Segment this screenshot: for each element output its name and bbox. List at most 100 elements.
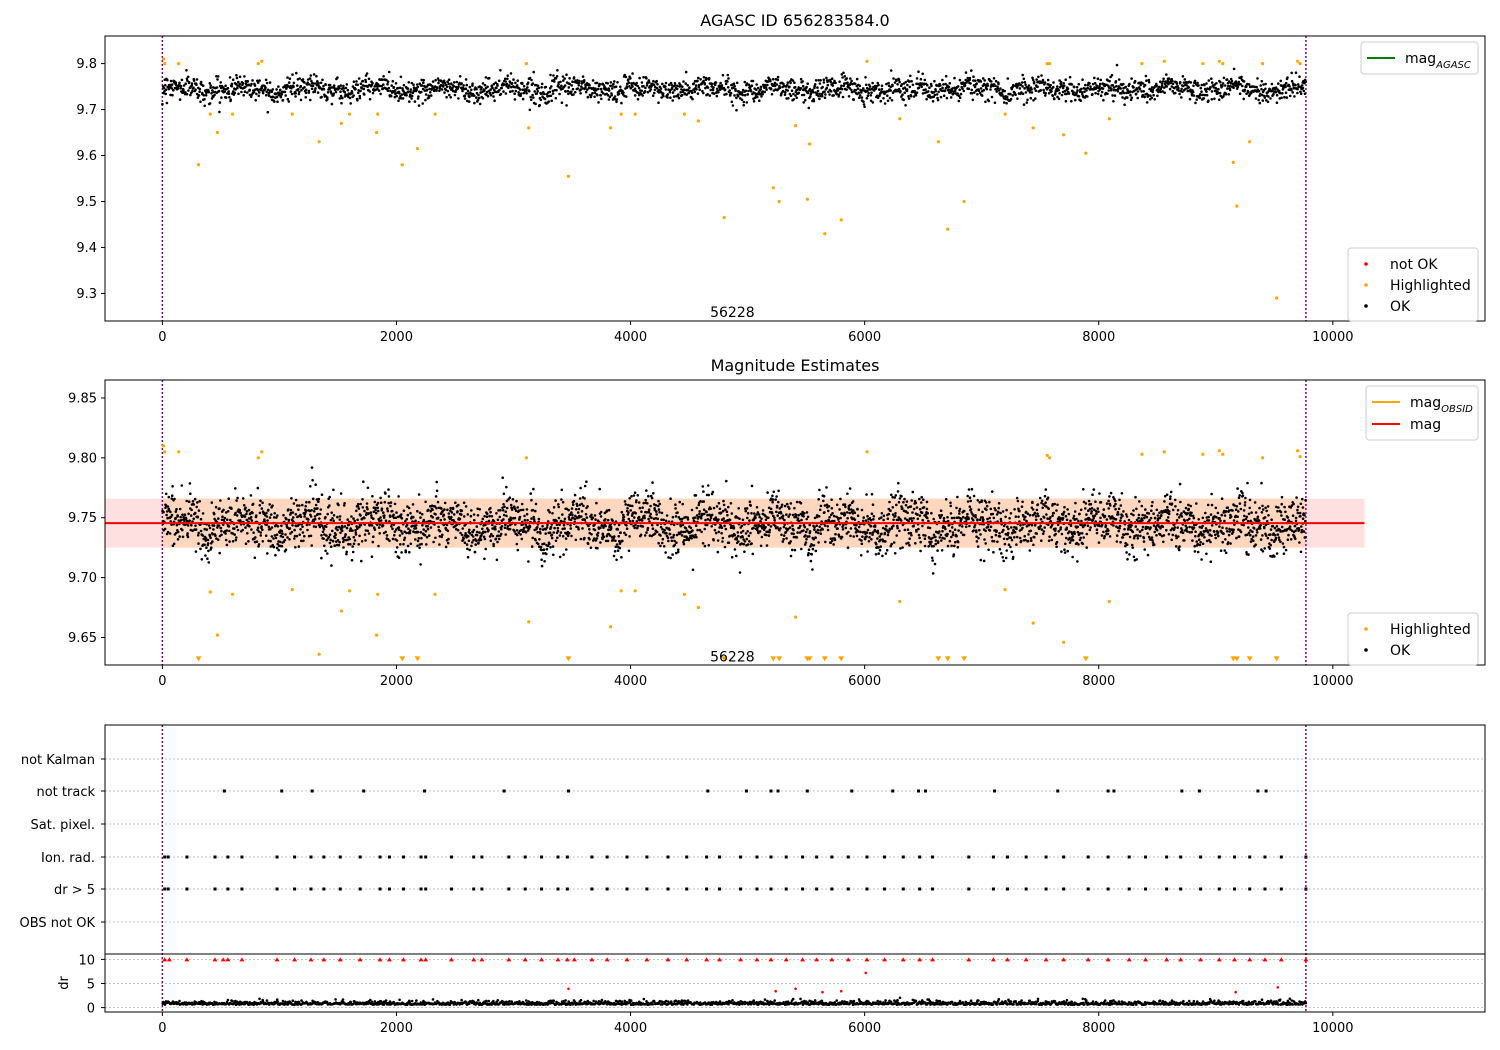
panel2-ok-point: [788, 513, 792, 516]
panel1-ok-point: [1242, 80, 1246, 83]
panel2-ok-point: [546, 520, 550, 523]
panel1-ok-point: [735, 108, 738, 112]
panel2-ok-point: [508, 527, 512, 531]
panel2-ok-point: [405, 517, 409, 521]
panel2-ok-point: [785, 513, 788, 516]
panel1-ok-point: [997, 82, 1000, 86]
panel1-ok-point: [1044, 94, 1047, 97]
panel1-ok-point: [825, 86, 829, 90]
panel2-ok-point: [353, 539, 357, 542]
panel2-ok-point: [228, 529, 231, 533]
panel1-ok-point: [552, 74, 555, 77]
panel2-ok-point: [238, 508, 242, 512]
panel1-ok-point: [1183, 78, 1187, 81]
panel2-ok-point: [721, 509, 725, 513]
panel2-ok-point: [720, 531, 723, 535]
panel2-ok-point: [241, 497, 245, 500]
panel2-ok-point: [372, 517, 375, 520]
panel2-ok-point: [247, 540, 250, 543]
panel1-ok-point: [464, 87, 468, 90]
panel1-ok-point: [840, 87, 844, 91]
panel1-highlight-point: [260, 59, 264, 63]
panel1-ok-point: [346, 88, 350, 92]
panel1-ok-point: [532, 96, 535, 99]
panel2-ok-point: [260, 507, 264, 510]
panel1-ok-point: [572, 93, 575, 96]
panel2-ok-point: [211, 540, 214, 543]
panel1-ok-point: [434, 78, 437, 82]
panel1-ok-point: [1254, 97, 1258, 100]
panel2-ok-point: [637, 501, 641, 504]
panel1-ok-point: [1290, 71, 1293, 75]
panel1-ok-point: [929, 96, 932, 99]
panel2-ok-point: [496, 540, 499, 544]
panel1-ok-point: [1229, 81, 1233, 85]
panel1-ok-point: [514, 89, 518, 93]
panel2-ok-point: [379, 501, 383, 505]
panel1-ok-point: [969, 82, 972, 85]
panel1-ok-point: [731, 104, 735, 107]
panel2-ok-point: [355, 525, 358, 528]
panel2-ok-point: [676, 550, 680, 554]
panel2-ok-point: [776, 514, 779, 517]
panel1-ok-point: [244, 85, 247, 89]
panel1-ok-point: [1077, 95, 1081, 98]
panel2-ok-point: [376, 509, 380, 513]
panel1-ok-point: [1301, 86, 1305, 90]
panel1-ok-point: [979, 80, 983, 83]
panel2-ok-point: [286, 536, 289, 539]
panel2-ok-point: [346, 518, 350, 521]
panel2-ok-point: [400, 551, 403, 554]
panel2-ok-point: [810, 553, 814, 556]
panel1-ok-point: [730, 100, 734, 104]
panel1-ok-point: [428, 87, 431, 91]
panel1-ok-point: [422, 78, 426, 82]
panel1-ok-point: [169, 93, 172, 97]
panel1-ok-point: [818, 82, 822, 85]
panel2-ok-point: [468, 528, 471, 532]
panel2-ok-point: [356, 505, 360, 508]
panel2-ok-point: [163, 527, 167, 531]
panel2-ok-point: [661, 530, 665, 534]
panel1-ok-point: [841, 95, 845, 99]
panel1-ok-point: [675, 87, 679, 91]
panel2-ok-point: [392, 513, 395, 517]
panel2-ok-point: [456, 510, 459, 513]
panel2-ok-point: [749, 531, 752, 535]
panel2-ok-point: [552, 553, 555, 557]
panel2-ok-point: [164, 492, 168, 496]
panel2-ok-point: [379, 496, 382, 500]
panel1-ok-point: [443, 81, 447, 85]
panel2-ok-point: [513, 516, 517, 520]
panel2-ok-point: [670, 539, 674, 543]
panel1-ok-point: [652, 79, 655, 83]
panel1-ok-point: [871, 101, 875, 104]
panel2-ok-point: [313, 507, 317, 510]
panel2-ok-point: [730, 512, 734, 515]
panel1-highlight-point: [1162, 59, 1166, 63]
panel2-ok-point: [384, 530, 388, 534]
panel1-ok-point: [1022, 103, 1026, 106]
panel2-ok-point: [758, 515, 761, 519]
panel1-ok-point: [990, 80, 993, 83]
panel1-ok-point: [209, 84, 213, 87]
panel2-ok-point: [449, 506, 453, 510]
panel1-ok-point: [548, 87, 552, 90]
panel2-ok-point: [681, 523, 685, 527]
panel2-ok-point: [546, 544, 550, 548]
panel1-ok-point: [644, 86, 647, 90]
panel1-ok-point: [502, 90, 505, 93]
panel2-ok-point: [769, 525, 773, 528]
panel1-ok-point: [473, 101, 476, 105]
panel1-ok-point: [564, 90, 567, 93]
panel2-ok-point: [771, 494, 774, 498]
panel1-ok-point: [283, 90, 287, 94]
panel2-ok-point: [859, 554, 863, 557]
panel2-ok-point: [329, 518, 333, 522]
panel2-ok-point: [615, 543, 619, 546]
panel1-ok-point: [179, 87, 183, 90]
panel1-ok-point: [743, 80, 747, 84]
panel2-ok-point: [818, 488, 821, 492]
panel1-ok-point: [387, 86, 391, 90]
panel1-ok-point: [1034, 97, 1037, 100]
